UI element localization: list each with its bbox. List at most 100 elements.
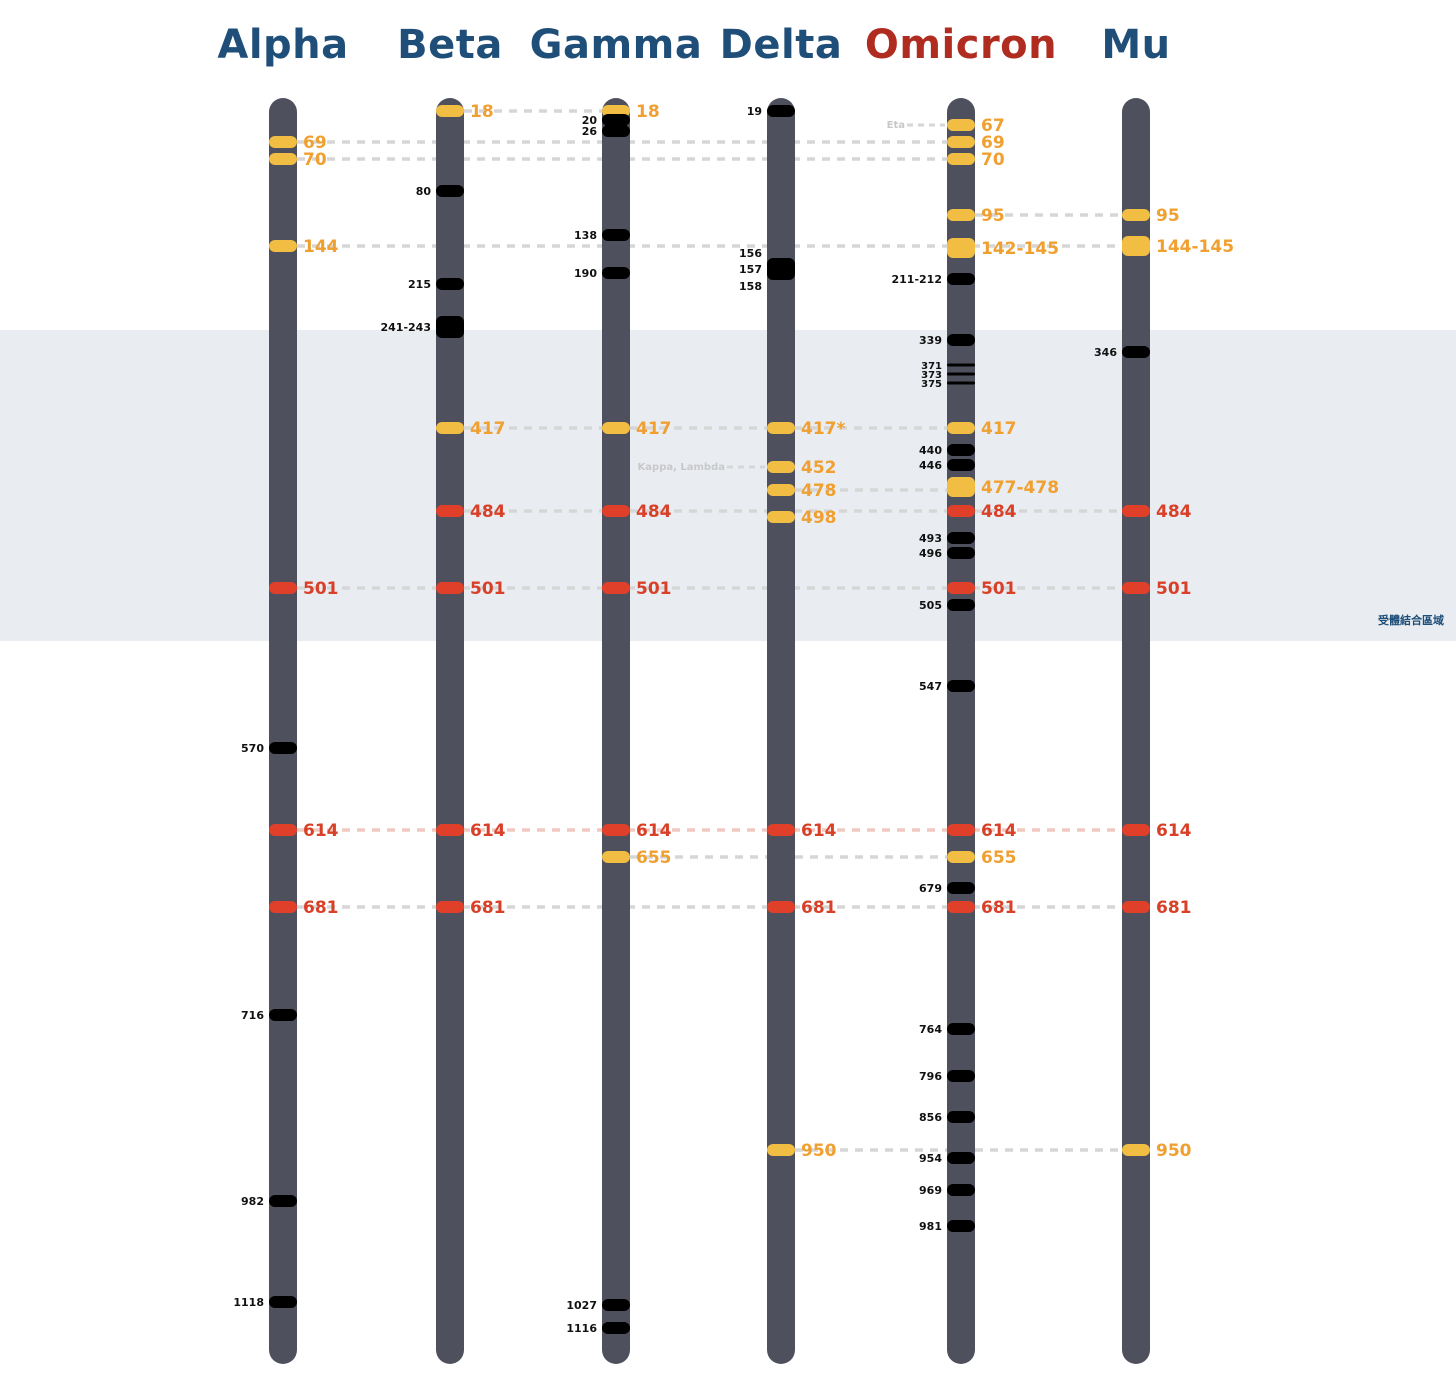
mutation-marker-339 bbox=[947, 334, 975, 346]
mutation-label-1116: 1116 bbox=[566, 1322, 597, 1335]
mutation-label-346: 346 bbox=[1094, 346, 1117, 359]
mutation-marker-614 bbox=[436, 824, 464, 836]
mutation-label-158: 158 bbox=[739, 280, 762, 293]
variant-title-delta: Delta bbox=[719, 22, 843, 68]
mutation-marker-95 bbox=[947, 209, 975, 221]
mutation-label-144-145: 144-145 bbox=[1156, 237, 1234, 257]
mutation-marker-446 bbox=[947, 459, 975, 471]
mutation-label-484: 484 bbox=[981, 502, 1017, 522]
mutation-label-417*: 417* bbox=[801, 419, 845, 439]
mutation-marker-95 bbox=[1122, 209, 1150, 221]
spike-bar-mu bbox=[1122, 98, 1150, 1364]
mutation-marker-1118 bbox=[269, 1296, 297, 1308]
mutation-marker-501 bbox=[1122, 582, 1150, 594]
mutation-label-614: 614 bbox=[801, 821, 837, 841]
mutation-label-547: 547 bbox=[919, 680, 942, 693]
mutation-marker-614 bbox=[269, 824, 297, 836]
mutation-label-570: 570 bbox=[241, 742, 264, 755]
mutation-marker-417* bbox=[767, 422, 795, 434]
mutation-label-950: 950 bbox=[801, 1141, 837, 1161]
spike-bar-delta bbox=[767, 98, 795, 1364]
mutation-marker-375 bbox=[947, 381, 975, 385]
mutation-label-501: 501 bbox=[470, 579, 506, 599]
mutation-label-716: 716 bbox=[241, 1009, 264, 1022]
mutation-label-614: 614 bbox=[1156, 821, 1192, 841]
mutation-marker-1116 bbox=[602, 1322, 630, 1334]
mutation-marker-440 bbox=[947, 444, 975, 456]
mutation-label-417: 417 bbox=[470, 419, 506, 439]
mutation-label-1027: 1027 bbox=[566, 1299, 597, 1312]
mutation-label-655: 655 bbox=[636, 848, 672, 868]
mutation-marker-478 bbox=[767, 484, 795, 496]
variant-title-alpha: Alpha bbox=[217, 22, 349, 68]
mutation-label-856: 856 bbox=[919, 1111, 942, 1124]
mutation-label-969: 969 bbox=[919, 1184, 942, 1197]
mutation-label-614: 614 bbox=[636, 821, 672, 841]
mutation-marker-614 bbox=[602, 824, 630, 836]
mutation-marker-681 bbox=[1122, 901, 1150, 913]
mutation-marker-681 bbox=[767, 901, 795, 913]
mutation-label-67: 67 bbox=[981, 116, 1005, 136]
mutation-label-70: 70 bbox=[981, 150, 1005, 170]
mutation-marker-138 bbox=[602, 229, 630, 241]
mutation-marker-346 bbox=[1122, 346, 1150, 358]
mutation-label-679: 679 bbox=[919, 882, 942, 895]
mutation-label-138: 138 bbox=[574, 229, 597, 242]
mutation-marker-69 bbox=[947, 136, 975, 148]
mutation-label-452: 452 bbox=[801, 458, 837, 478]
mutation-label-981: 981 bbox=[919, 1220, 942, 1233]
mutation-marker-142-145 bbox=[947, 238, 975, 258]
mutation-marker-18 bbox=[436, 105, 464, 117]
mutation-label-371: 371 bbox=[921, 361, 942, 372]
mutation-marker-716 bbox=[269, 1009, 297, 1021]
mutation-marker-614 bbox=[1122, 824, 1150, 836]
mutation-label-505: 505 bbox=[919, 599, 942, 612]
mutation-label-190: 190 bbox=[574, 267, 597, 280]
mutation-label-142-145: 142-145 bbox=[981, 239, 1059, 259]
variant-title-mu: Mu bbox=[1101, 22, 1171, 68]
mutation-marker-157 bbox=[767, 258, 795, 280]
mutation-marker-954 bbox=[947, 1152, 975, 1164]
mutation-label-681: 681 bbox=[1156, 898, 1192, 918]
mutation-label-19: 19 bbox=[747, 105, 762, 118]
mutation-label-501: 501 bbox=[1156, 579, 1192, 599]
spike-bar-alpha bbox=[269, 98, 297, 1364]
mutation-label-614: 614 bbox=[303, 821, 339, 841]
mutation-marker-681 bbox=[269, 901, 297, 913]
mutation-marker-69 bbox=[269, 136, 297, 148]
variant-title-beta: Beta bbox=[397, 22, 503, 68]
mutation-marker-547 bbox=[947, 680, 975, 692]
mutation-label-80: 80 bbox=[416, 185, 432, 198]
mutation-label-681: 681 bbox=[303, 898, 339, 918]
mutation-marker-144 bbox=[269, 240, 297, 252]
mutation-marker-981 bbox=[947, 1220, 975, 1232]
spike-bar-beta bbox=[436, 98, 464, 1364]
receptor-binding-region bbox=[0, 330, 1456, 641]
mutation-marker-80 bbox=[436, 185, 464, 197]
mutation-label-478: 478 bbox=[801, 481, 837, 501]
mutation-label-95: 95 bbox=[1156, 206, 1180, 226]
mutation-marker-371 bbox=[947, 363, 975, 367]
mutation-marker-373 bbox=[947, 372, 975, 376]
mutation-marker-484 bbox=[602, 505, 630, 517]
mutation-marker-477-478 bbox=[947, 477, 975, 497]
mutation-marker-764 bbox=[947, 1023, 975, 1035]
mutation-label-373: 373 bbox=[921, 370, 942, 381]
mutation-marker-679 bbox=[947, 882, 975, 894]
mutation-marker-505 bbox=[947, 599, 975, 611]
mutation-label-241-243: 241-243 bbox=[381, 321, 432, 334]
mutation-marker-614 bbox=[947, 824, 975, 836]
mutation-marker-417 bbox=[436, 422, 464, 434]
mutation-marker-501 bbox=[602, 582, 630, 594]
mutation-label-484: 484 bbox=[1156, 502, 1192, 522]
mutation-marker-144-145 bbox=[1122, 236, 1150, 256]
mutation-marker-190 bbox=[602, 267, 630, 279]
mutation-marker-655 bbox=[947, 851, 975, 863]
mutation-marker-241-243 bbox=[436, 316, 464, 338]
mutation-label-764: 764 bbox=[919, 1023, 942, 1036]
